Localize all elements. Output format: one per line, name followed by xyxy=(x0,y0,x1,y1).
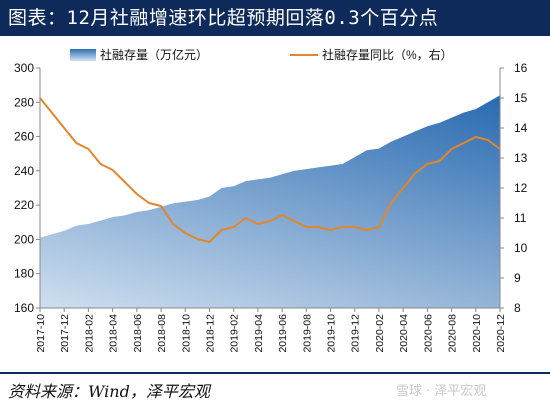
left-axis: 160 180 200 220 240 260 280 300 xyxy=(14,61,40,315)
chart-title: 图表：12月社融增速环比超预期回落0.3个百分点 xyxy=(0,0,550,36)
left-tick-label: 180 xyxy=(14,267,34,281)
x-tick-label: 2020-06 xyxy=(422,314,434,353)
x-tick-label: 2018-02 xyxy=(83,314,95,353)
source-note: 资料来源：Wind，泽平宏观 xyxy=(8,382,210,401)
x-tick-label: 2019-10 xyxy=(326,314,338,353)
x-tick-label: 2018-04 xyxy=(108,314,120,353)
left-tick-label: 240 xyxy=(14,164,34,178)
x-tick-label: 2020-08 xyxy=(447,314,459,353)
x-tick-label: 2020-10 xyxy=(471,314,483,353)
left-tick-label: 280 xyxy=(14,95,34,109)
legend: 社融存量（万亿元） 社融存量同比（%，右） xyxy=(70,47,453,62)
right-tick-label: 9 xyxy=(514,271,521,285)
series-area-stock-shade xyxy=(40,95,500,309)
x-tick-label: 2018-10 xyxy=(180,314,192,353)
x-tick-label: 2019-12 xyxy=(350,314,362,353)
x-tick-label: 2020-04 xyxy=(398,314,410,353)
footer-rule xyxy=(0,372,550,374)
series-line-growth xyxy=(39,97,501,243)
legend-label-area: 社融存量（万亿元） xyxy=(100,47,208,62)
x-tick-label: 2019-02 xyxy=(229,314,241,353)
x-tick-label: 2019-08 xyxy=(301,314,313,353)
x-tick-label: 2018-06 xyxy=(132,314,144,353)
x-tick-label: 2017-12 xyxy=(59,314,71,353)
x-tick-label: 2020-12 xyxy=(495,314,507,353)
watermark: 雪球 · 泽平宏观 xyxy=(396,384,487,399)
right-tick-label: 12 xyxy=(514,181,528,195)
right-axis: 8 9 10 11 12 13 14 15 16 xyxy=(500,61,528,315)
left-tick-label: 220 xyxy=(14,198,34,212)
x-tick-label: 2018-08 xyxy=(156,314,168,353)
right-tick-label: 16 xyxy=(514,61,528,75)
x-tick-label: 2018-12 xyxy=(204,314,216,353)
left-tick-label: 200 xyxy=(14,232,34,246)
x-tick-label: 2019-06 xyxy=(277,314,289,353)
legend-label-line: 社融存量同比（%，右） xyxy=(322,47,453,62)
left-tick-label: 300 xyxy=(14,61,34,75)
right-tick-label: 8 xyxy=(514,301,521,315)
chart-svg: 社融存量（万亿元） 社融存量同比（%，右） 160 180 200 220 240 260… xyxy=(14,47,528,353)
right-tick-label: 14 xyxy=(514,121,528,135)
right-tick-label: 10 xyxy=(514,241,528,255)
right-tick-label: 11 xyxy=(514,211,527,225)
left-tick-label: 160 xyxy=(14,301,34,315)
x-tick-label: 2020-02 xyxy=(374,314,386,353)
x-tick-label: 2017-10 xyxy=(35,314,47,353)
legend-swatch-area xyxy=(70,49,96,61)
right-tick-label: 13 xyxy=(514,151,528,165)
x-axis: 2017-10 2017-12 2018-02 2018-04 2018-06 2018-… xyxy=(35,308,507,353)
right-tick-label: 15 xyxy=(514,91,528,105)
x-tick-label: 2019-04 xyxy=(253,314,265,353)
plot-area xyxy=(39,68,501,309)
left-tick-label: 260 xyxy=(14,130,34,144)
